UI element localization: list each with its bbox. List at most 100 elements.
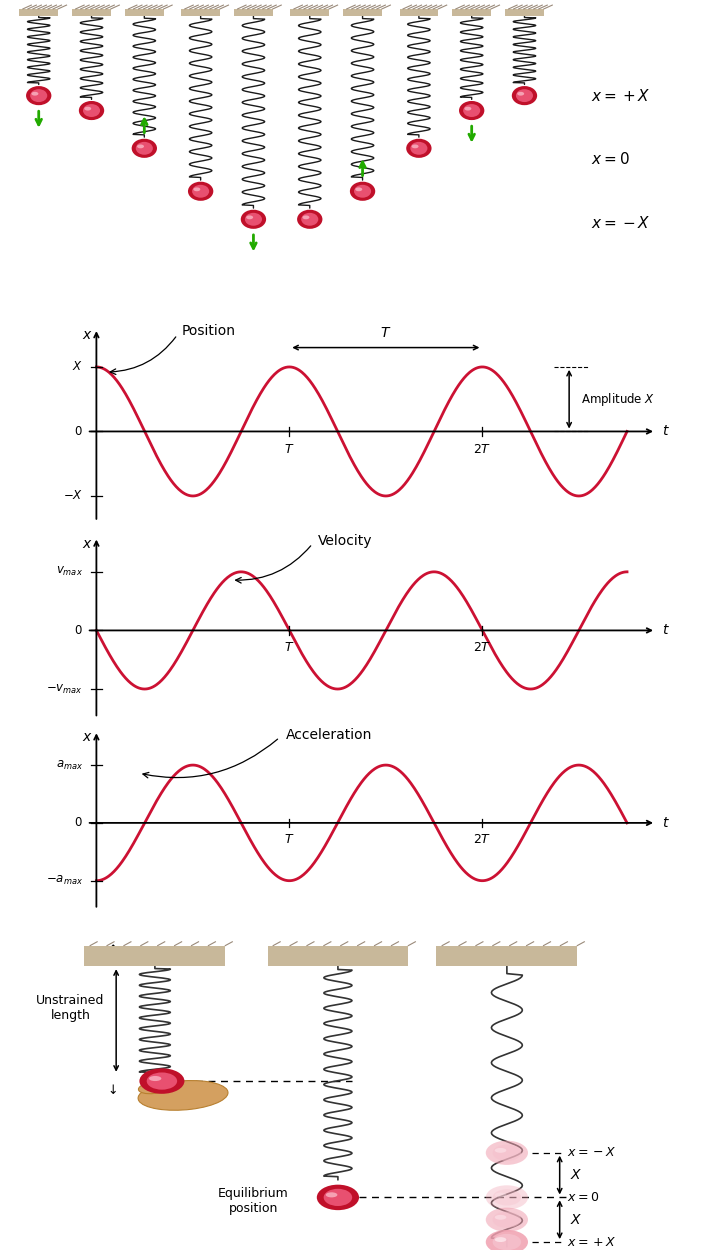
Ellipse shape — [465, 106, 472, 110]
Text: $X$: $X$ — [570, 1212, 583, 1226]
Ellipse shape — [495, 1148, 506, 1152]
Text: $-v_{max}$: $-v_{max}$ — [46, 682, 83, 695]
Text: $0$: $0$ — [74, 425, 83, 438]
Text: Amplitude $X$: Amplitude $X$ — [581, 391, 655, 408]
Text: $2T$: $2T$ — [473, 442, 491, 456]
Ellipse shape — [303, 215, 310, 219]
Ellipse shape — [517, 91, 524, 95]
Ellipse shape — [139, 1081, 171, 1094]
Text: $T$: $T$ — [284, 442, 294, 456]
Ellipse shape — [241, 210, 266, 229]
Text: $-X$: $-X$ — [63, 490, 83, 502]
Bar — [73, 9, 111, 16]
Text: $v_{max}$: $v_{max}$ — [56, 565, 83, 579]
Ellipse shape — [486, 1230, 528, 1250]
Ellipse shape — [297, 210, 322, 229]
Ellipse shape — [486, 1208, 528, 1231]
Text: Unstrained
length: Unstrained length — [36, 994, 105, 1021]
Bar — [505, 9, 544, 16]
Bar — [268, 945, 408, 966]
Text: Velocity: Velocity — [318, 534, 373, 549]
Ellipse shape — [495, 1215, 506, 1220]
Ellipse shape — [412, 145, 419, 149]
Bar — [453, 9, 491, 16]
Bar — [290, 9, 329, 16]
Text: $x = +X$: $x = +X$ — [591, 88, 651, 104]
Text: Equilibrium
position: Equilibrium position — [218, 1186, 289, 1215]
Text: $t$: $t$ — [662, 425, 670, 439]
Text: $x$: $x$ — [82, 329, 92, 342]
Text: $a_{max}$: $a_{max}$ — [56, 759, 83, 771]
Bar — [84, 945, 225, 966]
Bar — [20, 9, 58, 16]
Text: $T$: $T$ — [284, 641, 294, 654]
Ellipse shape — [138, 1080, 228, 1110]
Text: $x$: $x$ — [82, 730, 92, 745]
Text: ↓: ↓ — [108, 1084, 118, 1098]
Ellipse shape — [194, 188, 201, 191]
Ellipse shape — [495, 1238, 506, 1242]
Ellipse shape — [83, 104, 100, 118]
Ellipse shape — [317, 1185, 359, 1210]
Ellipse shape — [493, 1189, 521, 1205]
Ellipse shape — [493, 1211, 521, 1228]
Text: $x = +X$: $x = +X$ — [567, 1235, 616, 1249]
Ellipse shape — [516, 89, 533, 102]
Ellipse shape — [410, 141, 427, 155]
Ellipse shape — [350, 181, 375, 201]
Ellipse shape — [84, 106, 92, 110]
Ellipse shape — [188, 181, 213, 201]
Bar — [125, 9, 163, 16]
Text: Position: Position — [182, 325, 235, 339]
Bar — [234, 9, 272, 16]
Bar — [436, 945, 577, 966]
Ellipse shape — [406, 139, 432, 158]
Ellipse shape — [192, 185, 209, 198]
Ellipse shape — [463, 104, 480, 118]
Ellipse shape — [149, 1076, 161, 1081]
Text: $2T$: $2T$ — [473, 834, 491, 846]
Ellipse shape — [132, 139, 157, 158]
Ellipse shape — [137, 145, 144, 149]
Ellipse shape — [32, 91, 39, 95]
Text: $x = 0$: $x = 0$ — [591, 151, 630, 168]
Ellipse shape — [26, 86, 51, 105]
Text: $x = -X$: $x = -X$ — [567, 1146, 616, 1159]
Text: $x = -X$: $x = -X$ — [591, 215, 651, 231]
Text: $t$: $t$ — [662, 624, 670, 638]
Text: $x$: $x$ — [82, 536, 92, 551]
Ellipse shape — [459, 101, 484, 120]
Ellipse shape — [356, 188, 363, 191]
Ellipse shape — [146, 1072, 177, 1090]
Text: $T$: $T$ — [380, 326, 391, 340]
Ellipse shape — [79, 101, 104, 120]
Text: Acceleration: Acceleration — [286, 728, 372, 742]
Text: $T$: $T$ — [284, 834, 294, 846]
Ellipse shape — [301, 213, 318, 226]
Bar — [344, 9, 382, 16]
Text: $x = 0$: $x = 0$ — [567, 1191, 599, 1204]
Ellipse shape — [30, 89, 47, 102]
Bar — [400, 9, 438, 16]
Ellipse shape — [493, 1234, 521, 1250]
Ellipse shape — [486, 1141, 528, 1165]
Ellipse shape — [486, 1185, 528, 1210]
Text: $X$: $X$ — [570, 1168, 583, 1182]
Ellipse shape — [354, 185, 371, 198]
Text: ↑: ↑ — [108, 944, 118, 956]
Ellipse shape — [136, 141, 153, 155]
Text: $0$: $0$ — [74, 816, 83, 830]
Ellipse shape — [245, 213, 262, 226]
Text: $t$: $t$ — [662, 816, 670, 830]
Text: $0$: $0$ — [74, 624, 83, 638]
Ellipse shape — [512, 86, 537, 105]
Text: $X$: $X$ — [72, 360, 83, 374]
Bar — [181, 9, 220, 16]
Ellipse shape — [495, 1192, 506, 1198]
Ellipse shape — [139, 1069, 184, 1094]
Ellipse shape — [493, 1145, 521, 1161]
Ellipse shape — [326, 1192, 337, 1198]
Ellipse shape — [324, 1189, 352, 1206]
Ellipse shape — [246, 215, 253, 219]
Text: $2T$: $2T$ — [473, 641, 491, 654]
